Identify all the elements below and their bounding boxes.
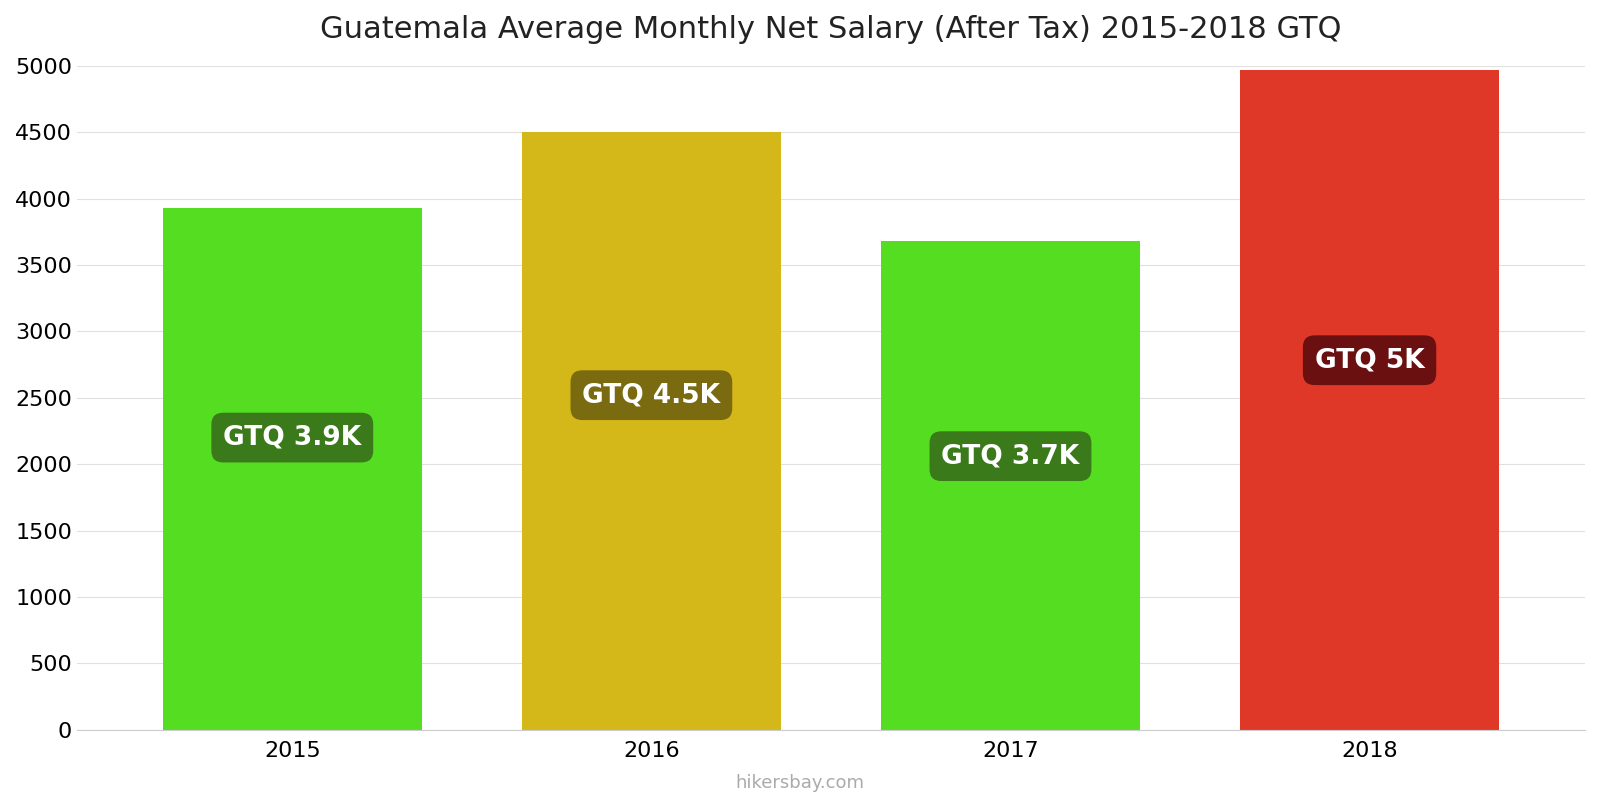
Text: GTQ 4.5K: GTQ 4.5K bbox=[582, 382, 720, 408]
Text: GTQ 3.7K: GTQ 3.7K bbox=[941, 443, 1080, 469]
Bar bbox=[163, 208, 421, 730]
Bar bbox=[1240, 70, 1499, 730]
Bar bbox=[882, 241, 1139, 730]
Text: GTQ 5K: GTQ 5K bbox=[1315, 347, 1424, 374]
Text: GTQ 3.9K: GTQ 3.9K bbox=[224, 425, 362, 450]
Bar bbox=[522, 132, 781, 730]
Text: hikersbay.com: hikersbay.com bbox=[736, 774, 864, 792]
Title: Guatemala Average Monthly Net Salary (After Tax) 2015-2018 GTQ: Guatemala Average Monthly Net Salary (Af… bbox=[320, 15, 1342, 44]
